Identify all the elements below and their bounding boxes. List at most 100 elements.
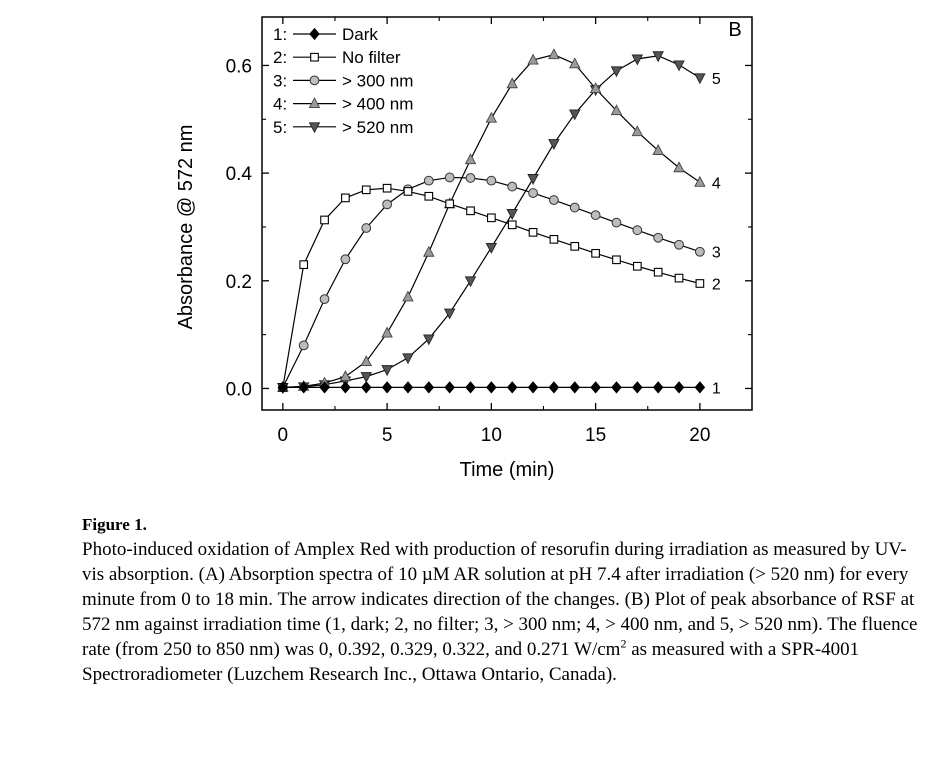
data-point bbox=[548, 381, 560, 394]
data-point bbox=[549, 234, 559, 244]
data-point bbox=[695, 279, 705, 288]
data-point bbox=[528, 227, 538, 237]
data-point bbox=[673, 60, 685, 72]
data-point bbox=[360, 372, 373, 384]
data-point bbox=[569, 381, 581, 394]
data-point bbox=[381, 326, 393, 338]
y-tick-label: 0.6 bbox=[226, 56, 252, 77]
series-line-3 bbox=[282, 176, 701, 388]
data-point bbox=[590, 210, 601, 221]
data-point bbox=[485, 242, 498, 254]
data-point bbox=[381, 381, 393, 394]
data-point bbox=[465, 173, 476, 183]
end-label-2: 2 bbox=[712, 276, 721, 293]
x-tick-label: 10 bbox=[481, 425, 502, 446]
series-4 bbox=[277, 48, 706, 392]
legend-number: 1: bbox=[273, 25, 287, 44]
data-point bbox=[444, 381, 455, 394]
data-point bbox=[507, 220, 517, 230]
x-axis-label: Time (min) bbox=[460, 459, 555, 481]
legend-label: > 400 nm bbox=[342, 95, 413, 114]
data-point bbox=[632, 381, 643, 394]
data-point bbox=[361, 185, 371, 195]
legend-number: 2: bbox=[273, 48, 287, 67]
data-point bbox=[653, 267, 663, 277]
data-point bbox=[277, 381, 289, 394]
end-label-5: 5 bbox=[712, 71, 721, 88]
legend-marker bbox=[309, 75, 320, 86]
data-point bbox=[610, 104, 623, 116]
data-point bbox=[548, 139, 560, 150]
data-point bbox=[340, 381, 351, 394]
x-tick-label: 5 bbox=[382, 425, 393, 446]
data-point bbox=[424, 191, 434, 201]
data-point bbox=[423, 175, 434, 186]
data-point bbox=[569, 202, 580, 213]
data-point bbox=[527, 53, 539, 65]
legend-label: > 300 nm bbox=[342, 71, 413, 90]
data-point bbox=[673, 381, 685, 394]
data-point bbox=[569, 57, 581, 69]
data-point bbox=[299, 260, 309, 269]
data-point bbox=[631, 125, 644, 137]
legend-item-5: 5: > 520 nm bbox=[273, 118, 413, 137]
x-tick-label: 15 bbox=[585, 425, 606, 446]
end-label-1: 1 bbox=[712, 380, 721, 397]
data-point bbox=[486, 175, 497, 186]
data-point bbox=[694, 246, 705, 257]
data-point bbox=[612, 255, 621, 265]
series-layer bbox=[277, 48, 706, 394]
series-3 bbox=[277, 172, 705, 393]
data-point bbox=[382, 199, 393, 210]
legend-label: No filter bbox=[342, 48, 401, 67]
legend-marker bbox=[308, 97, 321, 109]
end-label-3: 3 bbox=[712, 245, 721, 262]
legend-item-1: 1: Dark bbox=[273, 25, 378, 44]
data-point bbox=[591, 248, 600, 258]
series-end-labels: 1 2 3 4 5 bbox=[712, 71, 721, 398]
data-point bbox=[694, 175, 706, 187]
data-point bbox=[506, 209, 518, 220]
data-point bbox=[506, 77, 518, 89]
data-point bbox=[632, 261, 642, 271]
data-point bbox=[674, 273, 684, 283]
data-point bbox=[611, 217, 622, 228]
y-tick-label: 0.2 bbox=[226, 272, 252, 293]
data-point bbox=[320, 215, 329, 225]
data-point bbox=[423, 381, 435, 394]
data-point bbox=[319, 294, 330, 304]
data-point bbox=[464, 153, 477, 165]
data-point bbox=[632, 225, 643, 236]
data-point bbox=[444, 172, 455, 183]
plot-frame bbox=[261, 16, 753, 411]
x-tick-label: 0 bbox=[278, 425, 289, 446]
data-point bbox=[361, 223, 372, 233]
data-point bbox=[506, 381, 518, 394]
caption-text: Photo-induced oxidation of Amplex Red wi… bbox=[82, 537, 922, 687]
series-1 bbox=[277, 381, 706, 394]
data-point bbox=[673, 161, 685, 173]
data-point bbox=[527, 174, 539, 185]
legend-item-2: 2: No filter bbox=[273, 48, 401, 67]
data-point bbox=[528, 188, 538, 198]
data-point bbox=[319, 381, 330, 394]
data-point bbox=[527, 381, 539, 394]
data-point bbox=[403, 187, 413, 196]
data-point bbox=[423, 334, 435, 346]
legend-label: > 520 nm bbox=[342, 118, 413, 137]
data-point bbox=[402, 353, 414, 365]
legend-item-4: 4: > 400 nm bbox=[273, 95, 413, 114]
panel-label: B bbox=[728, 19, 741, 41]
data-point bbox=[402, 381, 414, 394]
y-tick-label: 0.4 bbox=[226, 164, 253, 185]
data-point bbox=[360, 355, 373, 366]
data-point bbox=[466, 206, 475, 216]
legend-number: 4: bbox=[273, 95, 287, 114]
data-point bbox=[653, 232, 664, 243]
y-tick-label: 0.0 bbox=[226, 379, 252, 400]
legend-item-3: 3: > 300 nm bbox=[273, 71, 413, 90]
data-point bbox=[590, 381, 601, 394]
caption-text-main: Photo-induced oxidation of Amplex Red wi… bbox=[82, 539, 918, 660]
data-point bbox=[674, 239, 684, 250]
data-point bbox=[652, 381, 664, 394]
